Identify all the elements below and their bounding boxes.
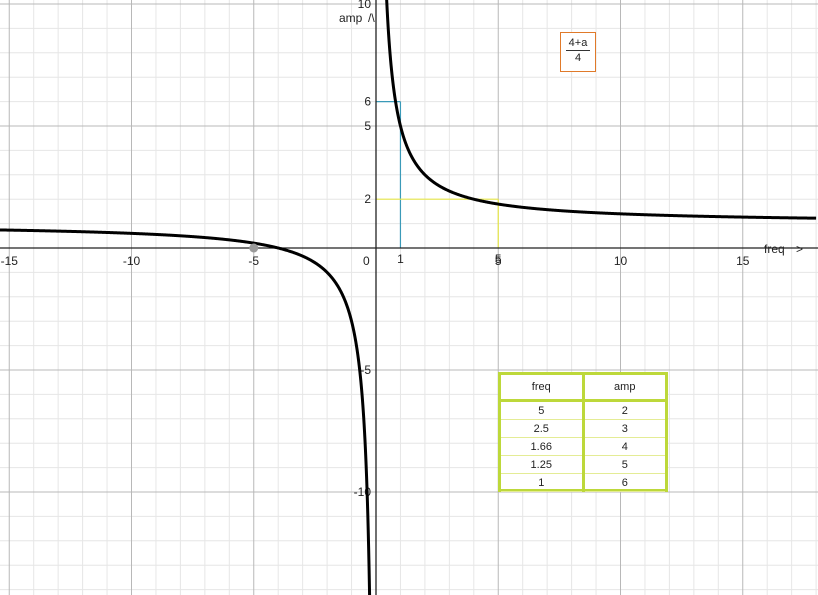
x-axis-label: freq bbox=[764, 242, 785, 256]
y-tick-label: 5 bbox=[364, 119, 371, 133]
table-cell-amp[interactable]: 2 bbox=[583, 400, 665, 420]
table-cell-amp[interactable]: 5 bbox=[583, 455, 665, 474]
formula-numerator: 4+a bbox=[566, 37, 590, 51]
table-header-freq: freq bbox=[501, 375, 585, 402]
table-cell-freq[interactable]: 5 bbox=[501, 400, 585, 420]
value-table[interactable]: freq amp 5 2 2.5 3 1.66 4 1.25 5 1 bbox=[498, 372, 668, 492]
x-tick-label: 15 bbox=[736, 254, 750, 268]
x-tick-label: -5 bbox=[248, 254, 259, 268]
table-cell-amp[interactable]: 3 bbox=[583, 419, 665, 438]
curve-branch-right bbox=[385, 0, 818, 220]
x-tick-label: -15 bbox=[1, 254, 19, 268]
y-guide-tick-label: 6 bbox=[364, 95, 371, 109]
table-header-row: freq amp bbox=[501, 375, 665, 402]
table-cell-freq[interactable]: 2.5 bbox=[501, 419, 585, 438]
x-guide-tick-label: 1 bbox=[397, 252, 404, 266]
table-cell-freq[interactable]: 1.25 bbox=[501, 455, 585, 474]
y-tick-label: 10 bbox=[358, 0, 372, 11]
x-axis-arrow: > bbox=[796, 242, 803, 256]
curve-branch-left bbox=[0, 228, 372, 595]
table-row[interactable]: 1 6 bbox=[501, 473, 665, 492]
x-intercept-point[interactable] bbox=[249, 243, 259, 253]
y-tick-label: -5 bbox=[360, 363, 371, 377]
table-row[interactable]: 2.5 3 bbox=[501, 419, 665, 438]
y-guide-tick-label: 2 bbox=[364, 192, 371, 206]
formula-box[interactable]: 4+a 4 bbox=[560, 32, 596, 72]
table-cell-amp[interactable]: 6 bbox=[583, 473, 665, 492]
table-header-amp: amp bbox=[583, 375, 665, 402]
table-cell-amp[interactable]: 4 bbox=[583, 437, 665, 456]
table-row[interactable]: 1.25 5 bbox=[501, 455, 665, 474]
y-axis-arrow: /\ bbox=[368, 11, 375, 25]
table-cell-freq[interactable]: 1 bbox=[501, 473, 585, 492]
point-marks bbox=[249, 243, 259, 253]
formula-denominator: 4 bbox=[574, 52, 582, 64]
table-cell-freq[interactable]: 1.66 bbox=[501, 437, 585, 456]
x-tick-label: 10 bbox=[614, 254, 628, 268]
x-guide-tick-label: 5 bbox=[495, 252, 502, 266]
x-tick-label: 0 bbox=[363, 254, 370, 268]
y-axis-label: amp bbox=[339, 11, 363, 25]
table-row[interactable]: 5 2 bbox=[501, 400, 665, 420]
x-tick-label: 5 bbox=[495, 254, 502, 268]
table-row[interactable]: 1.66 4 bbox=[501, 437, 665, 456]
x-tick-label: -10 bbox=[123, 254, 141, 268]
